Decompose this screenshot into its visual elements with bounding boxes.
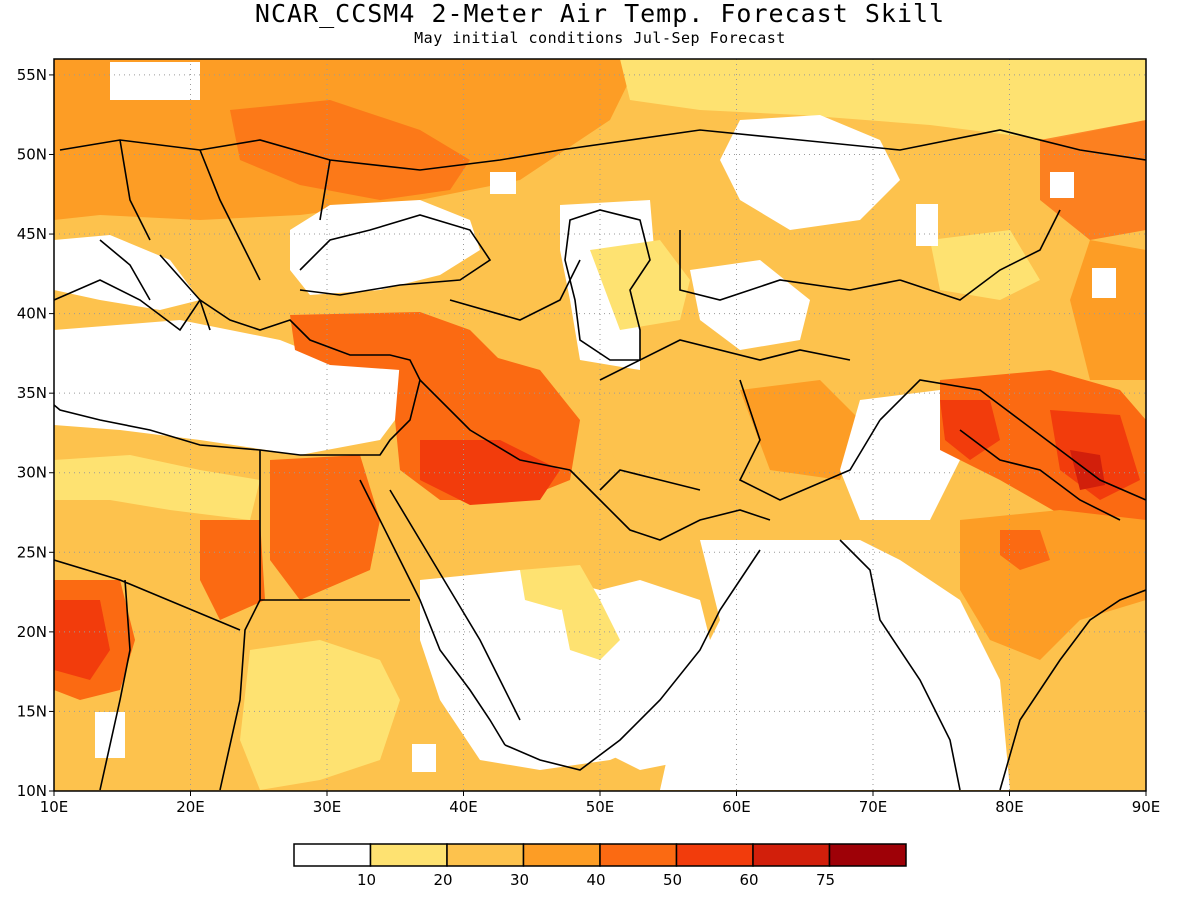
latitude-axis: 10N 15N 20N 25N 30N 35N 40N 45N 50N 55N (17, 66, 54, 800)
graticule (54, 59, 1146, 791)
colorbar-label: 60 (739, 871, 758, 889)
lat-tick-label: 35N (17, 384, 47, 402)
lat-tick-label: 55N (17, 66, 47, 84)
colorbar-label: 30 (510, 871, 529, 889)
colorbar-swatch (369, 843, 448, 867)
colorbar-swatch (675, 843, 754, 867)
lon-tick-label: 30E (313, 798, 342, 816)
lon-tick-label: 20E (176, 798, 205, 816)
longitude-axis: 10E 20E 30E 40E 50E 60E 70E 80E 90E (40, 791, 1161, 816)
lat-tick-label: 50N (17, 145, 47, 163)
lat-tick-label: 15N (17, 702, 47, 720)
colorbar-label: 75 (816, 871, 835, 889)
lat-tick-label: 45N (17, 225, 47, 243)
coastlines-and-borders (54, 129, 1146, 791)
lat-tick-label: 25N (17, 543, 47, 561)
lat-tick-label: 10N (17, 782, 47, 800)
colorbar-swatch (293, 843, 372, 867)
colorbar: 10 20 30 40 50 60 75 (293, 843, 907, 889)
colorbar-swatch (828, 843, 907, 867)
lon-tick-label: 90E (1132, 798, 1161, 816)
lat-tick-label: 20N (17, 623, 47, 641)
lon-tick-label: 80E (995, 798, 1024, 816)
lon-tick-label: 40E (449, 798, 478, 816)
lon-tick-label: 70E (859, 798, 888, 816)
colorbar-label: 20 (433, 871, 452, 889)
colorbar-swatch (752, 843, 831, 867)
colorbar-swatch (599, 843, 678, 867)
lat-tick-label: 30N (17, 464, 47, 482)
colorbar-label: 40 (586, 871, 605, 889)
lon-tick-label: 50E (586, 798, 615, 816)
map-title: NCAR_CCSM4 2-Meter Air Temp. Forecast Sk… (254, 0, 946, 28)
lon-tick-label: 10E (40, 798, 69, 816)
colorbar-label: 50 (663, 871, 682, 889)
lon-tick-label: 60E (722, 798, 751, 816)
colorbar-label: 10 (357, 871, 376, 889)
map-subtitle: May initial conditions Jul-Sep Forecast (414, 29, 786, 47)
lat-tick-label: 40N (17, 305, 47, 323)
colorbar-swatch (522, 843, 601, 867)
colorbar-swatch (446, 843, 525, 867)
